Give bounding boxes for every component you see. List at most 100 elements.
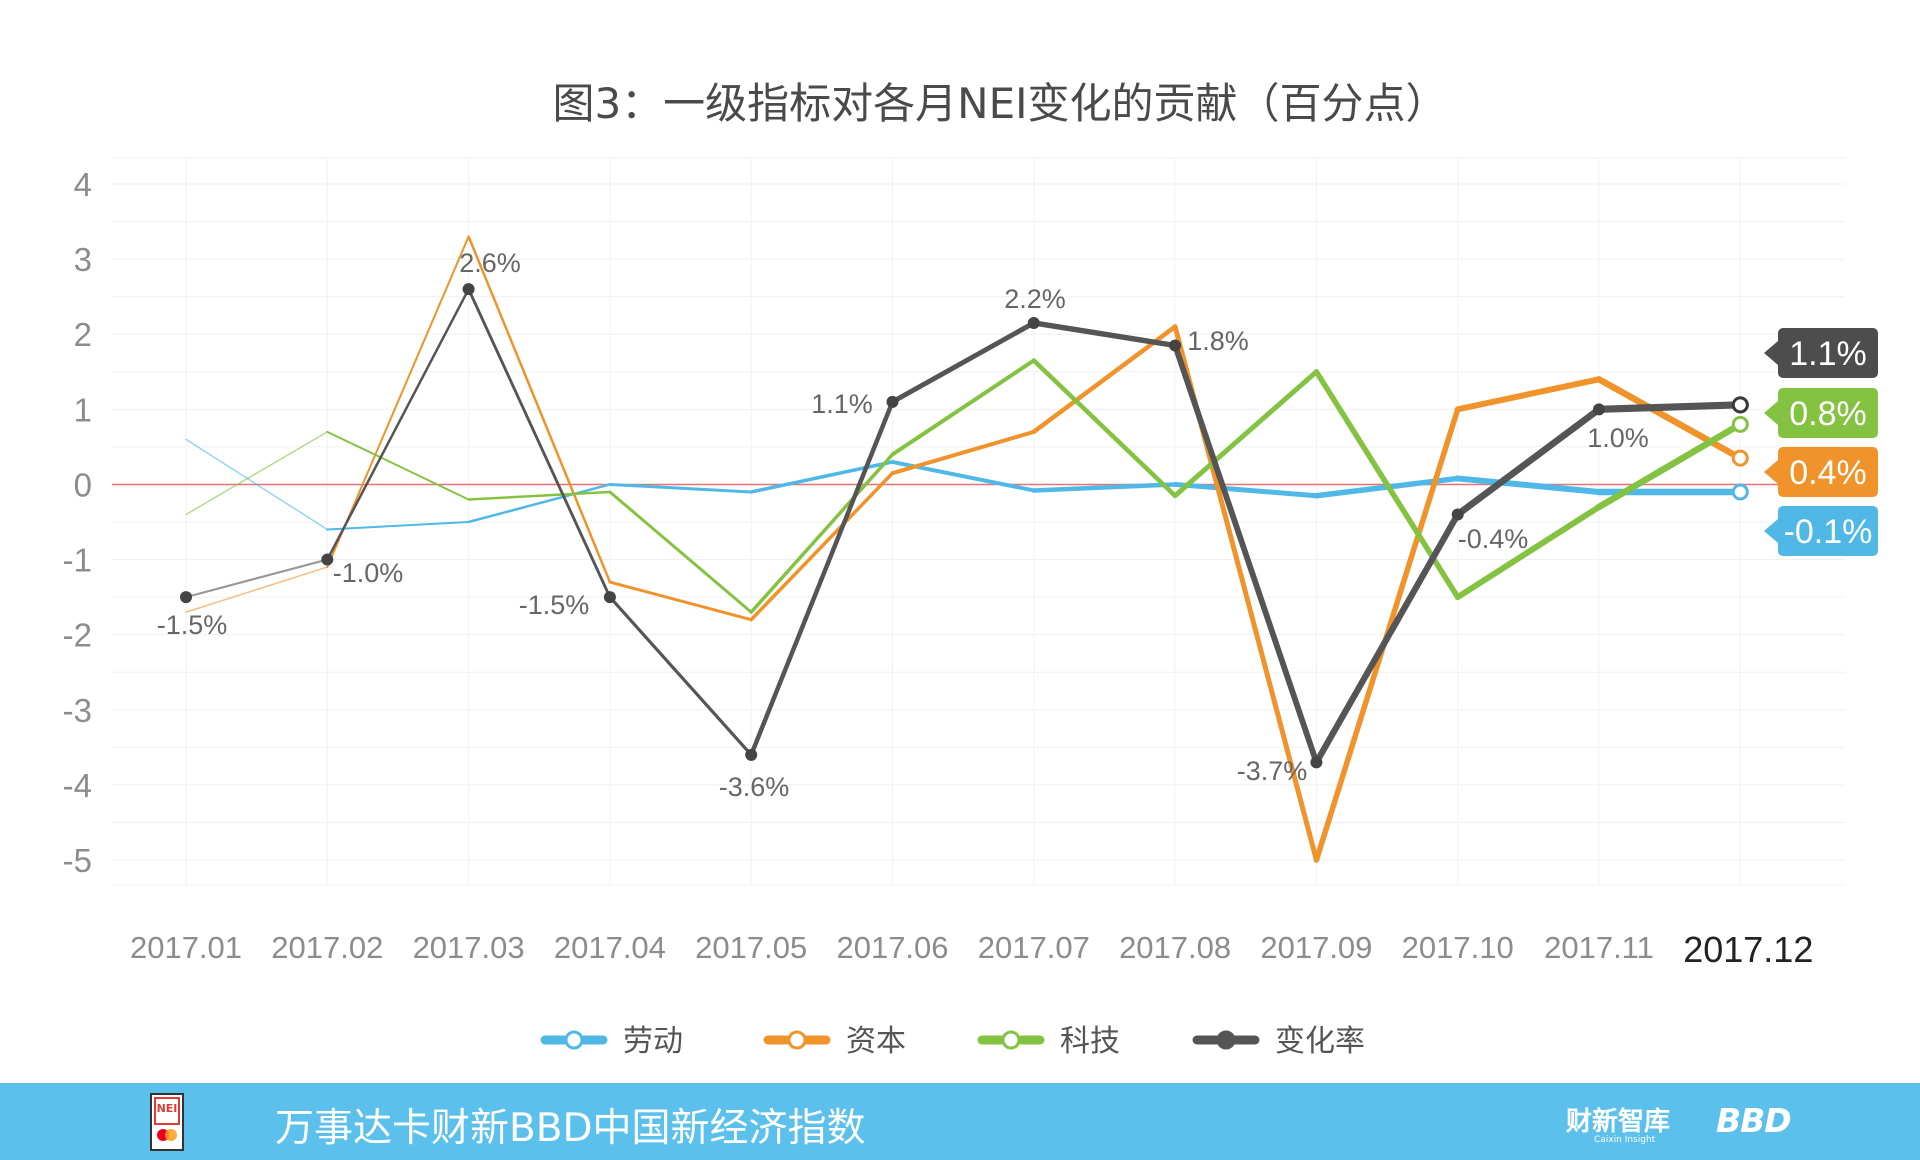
end-tag: 0.4% — [1764, 447, 1878, 497]
y-tick-label: 2 — [74, 316, 92, 353]
x-tick-label: 2017.11 — [1544, 930, 1654, 965]
legend-label: 科技 — [1060, 1024, 1120, 1059]
x-tick-label: 2017.06 — [836, 930, 948, 965]
series-segment — [1172, 481, 1319, 499]
end-tag-box — [1778, 388, 1878, 438]
series-segment — [1172, 369, 1319, 499]
end-tag-pointer — [1764, 460, 1778, 484]
legend-label: 变化率 — [1275, 1024, 1365, 1059]
end-tag-label: 0.8% — [1789, 395, 1867, 433]
x-tick-label: 2017.01 — [130, 930, 242, 965]
series-end-marker — [1731, 396, 1749, 414]
series-segment — [608, 490, 753, 614]
x-tick-label: 2017.05 — [695, 930, 807, 965]
legend-item-科技: 科技 — [977, 1024, 1120, 1059]
rate-point — [745, 748, 758, 761]
rate-point — [1027, 316, 1040, 329]
y-tick-label: 4 — [74, 166, 92, 203]
legend-label: 劳动 — [623, 1024, 683, 1059]
caixin-insight-logo: 财新智库 — [1566, 1107, 1671, 1137]
nei-contribution-chart: 图3：一级指标对各月NEI变化的贡献（百分点） 4 3 2 1 0 -1 -2 -3 -4 -5 20… — [63, 79, 1878, 1059]
end-tag-box — [1778, 328, 1878, 378]
rate-data-label: 1.0% — [1587, 423, 1649, 453]
x-tick-label: 2017.02 — [271, 930, 383, 965]
y-tick-label: -3 — [63, 692, 92, 729]
rate-point — [1310, 756, 1323, 769]
y-tick-label: 3 — [74, 241, 92, 278]
rate-data-label: -1.5% — [157, 610, 228, 640]
series-segment — [185, 431, 329, 516]
series-segment — [1454, 376, 1602, 413]
y-tick-label: 1 — [74, 391, 92, 428]
end-tag-pointer — [1764, 519, 1778, 543]
end-tag-label: 1.1% — [1789, 335, 1867, 373]
series-segment — [1313, 511, 1461, 766]
series-segment — [1031, 320, 1178, 349]
series-segment — [467, 235, 612, 584]
series-segment — [749, 452, 895, 614]
rate-data-label: 2.6% — [459, 248, 521, 278]
end-tag-box — [1778, 506, 1878, 556]
series-segment — [1172, 342, 1320, 766]
series-segment — [890, 320, 1037, 405]
end-tag: 0.8% — [1764, 388, 1878, 438]
end-tag-pointer — [1764, 341, 1778, 365]
series-end-marker — [1731, 483, 1749, 501]
series-segment — [467, 483, 612, 524]
series-segment — [890, 429, 1036, 476]
series-segment — [326, 430, 470, 501]
bbd-logo: BBD — [1716, 1101, 1792, 1140]
rate-data-label: 1.1% — [811, 389, 873, 419]
series-segment — [748, 399, 895, 758]
series-segment — [1454, 475, 1602, 495]
legend-swatch-marker — [1001, 1030, 1021, 1050]
series-segment — [326, 287, 470, 561]
x-tick-label: 2017.07 — [978, 930, 1090, 965]
series-segment — [467, 490, 612, 501]
x-tick-label: 2017.04 — [554, 930, 666, 965]
series-segment — [608, 482, 753, 494]
end-tag-label: -0.1% — [1784, 513, 1873, 551]
rate-data-label: -3.6% — [719, 772, 790, 802]
rate-point — [180, 591, 192, 604]
y-tick-label: -1 — [63, 542, 92, 579]
footer-title: 万事达卡财新BBD中国新经济指数 — [275, 1106, 866, 1151]
series-segment — [326, 521, 470, 531]
end-tag: -0.1% — [1764, 506, 1878, 556]
legend-item-资本: 资本 — [763, 1024, 906, 1059]
nei-logo-text: NEI — [154, 1097, 180, 1125]
nei-logo: NEI — [150, 1093, 184, 1151]
series-segment — [185, 566, 329, 613]
series-segment — [1595, 401, 1744, 413]
caixin-insight-subtitle: Caixin Insight — [1594, 1135, 1656, 1145]
chart-title: 图3：一级指标对各月NEI变化的贡献（百分点） — [552, 79, 1447, 128]
rate-data-label: 1.8% — [1187, 326, 1249, 356]
legend-swatch-marker — [787, 1030, 807, 1050]
series-segment — [749, 460, 895, 494]
legend-item-劳动: 劳动 — [540, 1024, 683, 1059]
series-segment — [1595, 421, 1744, 511]
rate-data-label: -1.5% — [519, 590, 590, 620]
series-segment — [890, 358, 1036, 457]
series-segment — [1595, 376, 1744, 462]
series-segment — [1454, 405, 1603, 518]
footer-bar: NEI 万事达卡财新BBD中国新经济指数 财新智库 Caixin Insight… — [0, 1083, 1920, 1160]
mastercard-circle-orange — [165, 1129, 177, 1141]
legend-label: 资本 — [846, 1024, 906, 1059]
legend-swatch-marker — [1216, 1030, 1236, 1050]
rate-point — [1593, 403, 1605, 416]
series-segment — [608, 580, 753, 622]
end-tag-pointer — [1764, 401, 1778, 425]
rate-point — [886, 395, 899, 408]
legend-item-变化率: 变化率 — [1192, 1024, 1365, 1059]
x-tick-label: 2017.09 — [1260, 930, 1372, 965]
rate-point — [321, 553, 334, 566]
end-tag: 1.1% — [1764, 328, 1878, 378]
end-tag-box — [1778, 447, 1878, 497]
rate-point — [1169, 339, 1182, 352]
y-tick-label: -5 — [63, 842, 92, 879]
rate-data-label: -3.7% — [1237, 756, 1308, 786]
x-tick-label: 2017.03 — [413, 930, 525, 965]
y-tick-label: -4 — [63, 767, 92, 804]
series-end-marker — [1731, 449, 1749, 467]
